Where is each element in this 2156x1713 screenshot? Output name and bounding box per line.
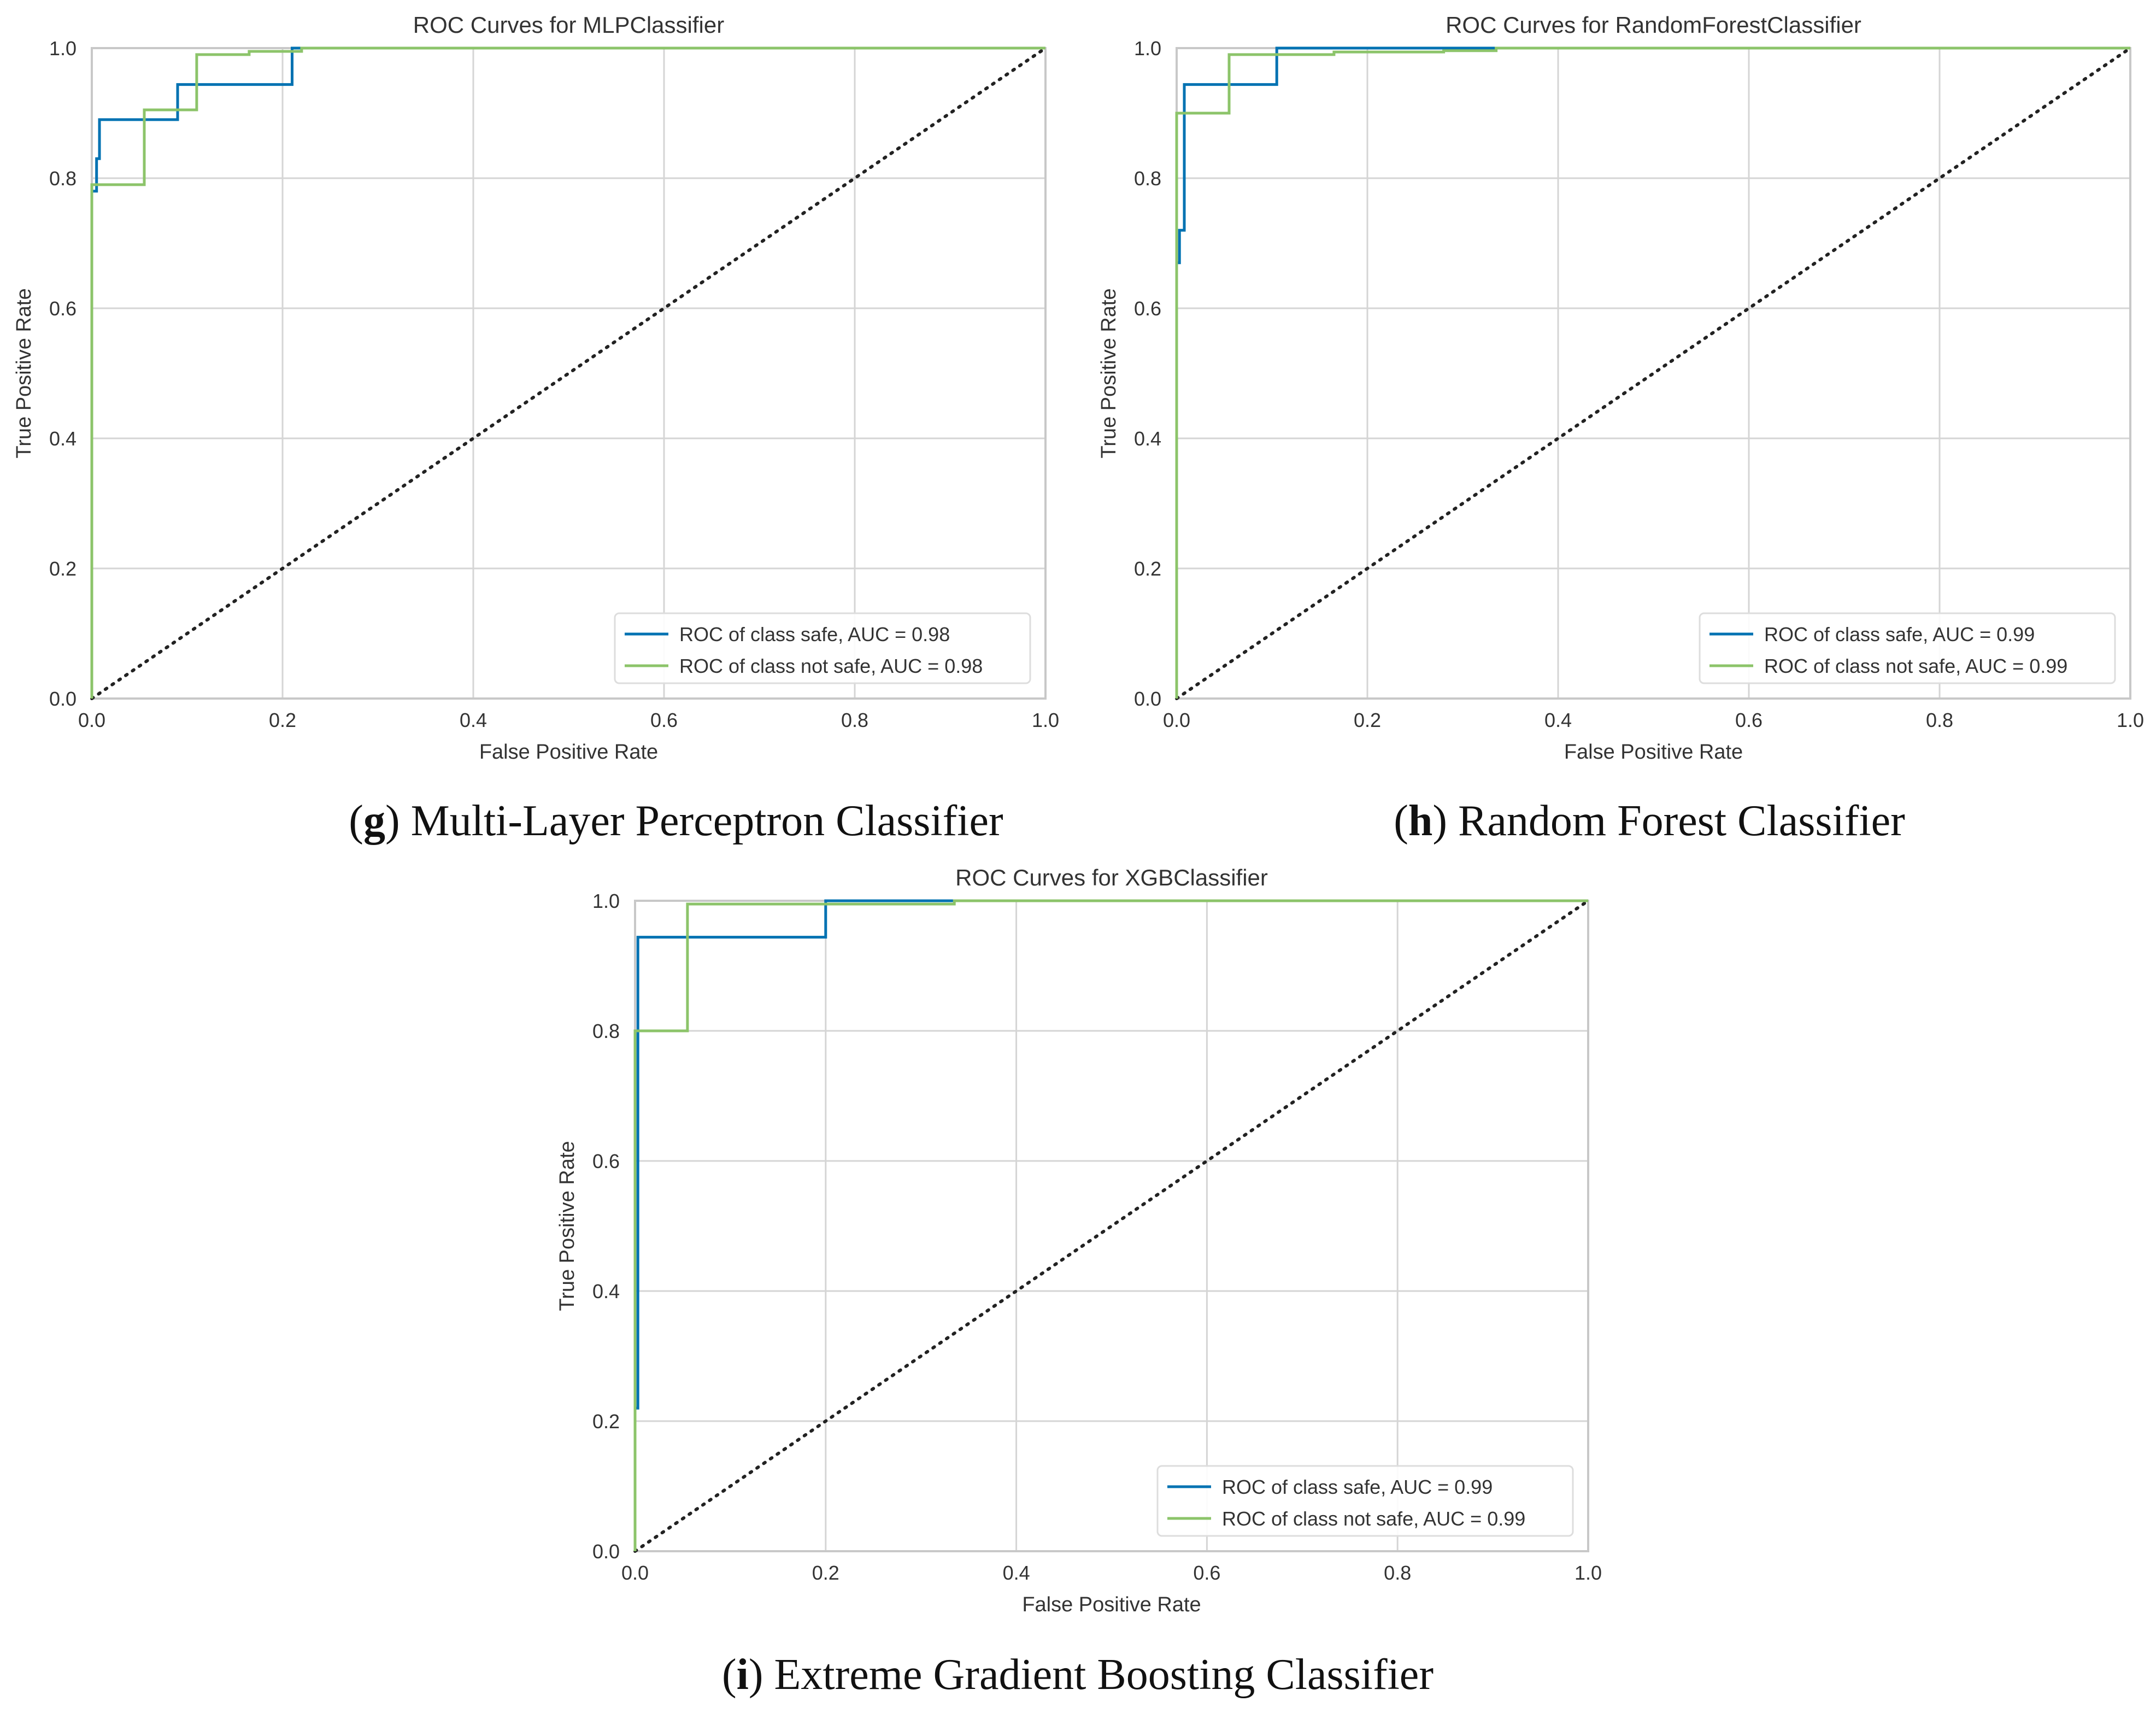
legend-entry: ROC of class safe, AUC = 0.99 [1222,1476,1493,1498]
x-tick-label: 0.6 [1193,1562,1220,1584]
chart-h: 0.0 0.2 0.4 0.6 0.8 1.0 0.0 0.2 0.4 0.6 0.8 1.0 ROC … [1097,12,2144,845]
roc-curve-not-safe [633,899,1588,1551]
x-tick-label: 0.4 [1003,1562,1030,1584]
y-axis-label: True Positive Rate [556,1141,579,1311]
chance-diagonal-line [633,899,1590,1553]
x-axis-label: False Positive Rate [1564,741,1743,764]
y-axis-label: True Positive Rate [1097,288,1120,458]
x-tick-label: 0.8 [1926,709,1953,731]
x-tick-label: 0.6 [650,709,678,731]
y-tick-label: 0.8 [49,167,77,190]
y-tick-label: 0.4 [592,1280,620,1303]
x-tick-label: 0.8 [841,709,868,731]
x-axis-label: False Positive Rate [479,741,658,764]
x-tick-label: 0.4 [460,709,487,731]
chart-title: ROC Curves for XGBClassifier [955,865,1268,890]
y-tick-label: 0.4 [1134,427,1161,450]
x-tick-label: 0.8 [1384,1562,1411,1584]
legend-box [614,612,1031,684]
roc-curve-safe [90,46,1045,699]
legend-entry: ROC of class not safe, AUC = 0.98 [679,655,983,677]
y-tick-label: 0.2 [1134,558,1161,580]
y-tick-label: 1.0 [49,37,77,60]
chart-title: ROC Curves for RandomForestClassifier [1446,12,1861,38]
chance-diagonal-line [1175,46,2132,700]
legend-entry: ROC of class not safe, AUC = 0.99 [1764,655,2067,677]
x-tick-label: 1.0 [2117,709,2144,731]
x-tick-label: 0.0 [78,709,105,731]
legend-entry: ROC of class not safe, AUC = 0.99 [1222,1507,1525,1530]
roc-curve-not-safe [1175,46,2130,699]
y-tick-label: 0.0 [592,1540,620,1563]
x-tick-label: 0.2 [1354,709,1381,731]
chart-i: 0.0 0.2 0.4 0.6 0.8 1.0 0.0 0.2 0.4 0.6 0.8 1.0 ROC … [556,865,1602,1699]
y-tick-label: 0.6 [1134,297,1161,320]
figure-caption: (g) Multi-Layer Perceptron Classifier [349,797,1003,845]
y-tick-label: 0.8 [592,1020,620,1042]
x-tick-label: 0.2 [269,709,296,731]
y-tick-label: 1.0 [1134,37,1161,60]
legend: ROC of class safe, AUC = 0.99 ROC of clas… [1156,1465,1574,1537]
y-tick-label: 0.8 [1134,167,1161,190]
y-tick-label: 0.0 [49,688,77,710]
y-tick-label: 0.6 [49,297,77,320]
x-tick-label: 0.6 [1735,709,1763,731]
x-tick-label: 0.4 [1544,709,1572,731]
x-tick-label: 0.0 [621,1562,649,1584]
figure-caption: (i) Extreme Gradient Boosting Classifier [722,1651,1434,1699]
legend-entry: ROC of class safe, AUC = 0.98 [679,623,950,646]
x-tick-label: 1.0 [1032,709,1059,731]
y-tick-label: 0.6 [592,1150,620,1172]
figure-caption: (h) Random Forest Classifier [1394,797,1905,845]
y-tick-label: 0.2 [592,1410,620,1433]
legend: ROC of class safe, AUC = 0.98 ROC of clas… [614,612,1031,684]
legend-entry: ROC of class safe, AUC = 0.99 [1764,623,2035,646]
y-tick-label: 0.0 [1134,688,1161,710]
x-tick-label: 0.2 [812,1562,839,1584]
y-axis-label: True Positive Rate [13,288,36,458]
x-tick-label: 0.0 [1163,709,1190,731]
chance-diagonal-line [90,46,1047,700]
legend: ROC of class safe, AUC = 0.99 ROC of clas… [1699,612,2116,684]
y-tick-label: 1.0 [592,890,620,912]
y-tick-label: 0.2 [49,558,77,580]
y-tick-label: 0.4 [49,427,77,450]
x-axis-label: False Positive Rate [1022,1593,1201,1616]
chart-g: 0.0 0.2 0.4 0.6 0.8 1.0 0.0 0.2 0.4 0.6 0.8 1.0 ROC … [13,12,1059,845]
roc-curve-not-safe [90,46,1045,699]
x-tick-label: 1.0 [1575,1562,1602,1584]
chart-title: ROC Curves for MLPClassifier [413,12,724,38]
legend-box [1699,612,2116,684]
legend-box [1156,1465,1574,1537]
